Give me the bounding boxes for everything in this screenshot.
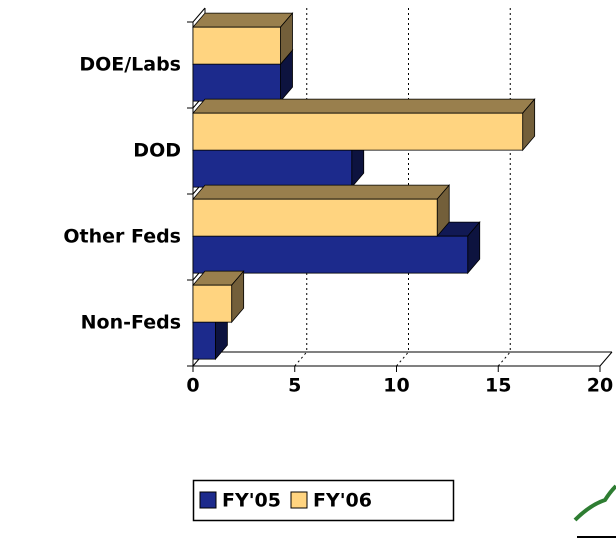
grid-floor bbox=[396, 351, 409, 367]
category-label: Non-Feds bbox=[81, 312, 181, 334]
bar-top bbox=[192, 12, 294, 28]
bar bbox=[192, 98, 536, 152]
bar-top bbox=[192, 184, 451, 200]
bar-front bbox=[192, 284, 233, 323]
floor-right bbox=[599, 351, 613, 367]
bar-front bbox=[192, 149, 353, 188]
grid-floor bbox=[497, 351, 511, 367]
legend-label: FY'05 bbox=[222, 490, 281, 512]
category-label: DOE/Labs bbox=[79, 54, 181, 76]
bar-front bbox=[192, 26, 281, 65]
x-tick-label: 5 bbox=[288, 375, 301, 397]
bar-front bbox=[192, 112, 524, 151]
x-tick-label: 20 bbox=[587, 375, 613, 397]
bar-front bbox=[192, 63, 281, 102]
legend-swatch bbox=[290, 491, 308, 509]
logo-curve bbox=[573, 484, 616, 522]
bar-front bbox=[192, 321, 216, 360]
bar-front bbox=[192, 235, 469, 274]
legend-swatch bbox=[199, 491, 217, 509]
category-label: DOD bbox=[133, 140, 181, 162]
legend-label: FY'06 bbox=[313, 490, 372, 512]
x-tick-label: 15 bbox=[485, 375, 511, 397]
x-tick-label: 0 bbox=[186, 375, 199, 397]
bar bbox=[192, 270, 245, 324]
bar-top bbox=[192, 98, 536, 114]
category-label: Other Feds bbox=[63, 226, 181, 248]
bar bbox=[192, 184, 451, 238]
bar-front bbox=[192, 198, 438, 237]
bar bbox=[192, 12, 294, 66]
wall-divider bbox=[192, 7, 206, 23]
grid-floor bbox=[294, 351, 308, 367]
legend-box bbox=[192, 479, 455, 522]
x-tick-label: 10 bbox=[383, 375, 409, 397]
